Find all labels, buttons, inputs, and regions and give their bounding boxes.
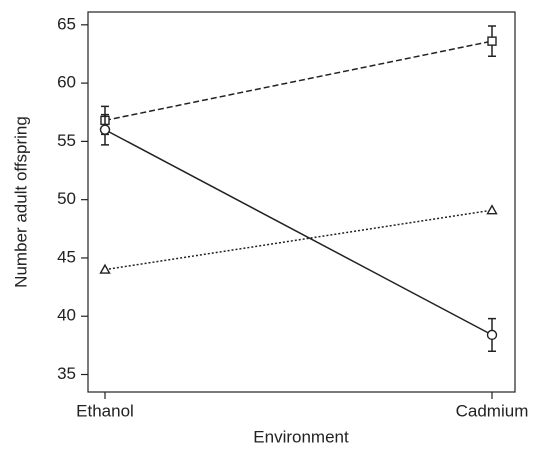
y-tick-label: 35 xyxy=(57,364,76,383)
series-line xyxy=(104,129,493,336)
y-axis-label: Number adult offspring xyxy=(11,116,30,288)
marker xyxy=(99,263,111,274)
marker xyxy=(99,124,111,135)
y-tick-label: 40 xyxy=(57,306,76,325)
x-tick-label: Cadmium xyxy=(456,401,529,420)
marker xyxy=(486,204,498,215)
plot-frame xyxy=(87,11,516,393)
x-axis-label: Environment xyxy=(253,427,349,446)
y-tick-label: 55 xyxy=(57,131,76,150)
y-tick-label: 45 xyxy=(57,247,76,266)
y-tick-label: 50 xyxy=(57,189,76,208)
marker xyxy=(486,329,498,341)
y-tick-label: 65 xyxy=(57,14,76,33)
series-line xyxy=(104,40,493,122)
series-line xyxy=(104,209,493,271)
marker xyxy=(487,36,497,46)
y-tick-label: 60 xyxy=(57,73,76,92)
x-tick-label: Ethanol xyxy=(76,401,134,420)
